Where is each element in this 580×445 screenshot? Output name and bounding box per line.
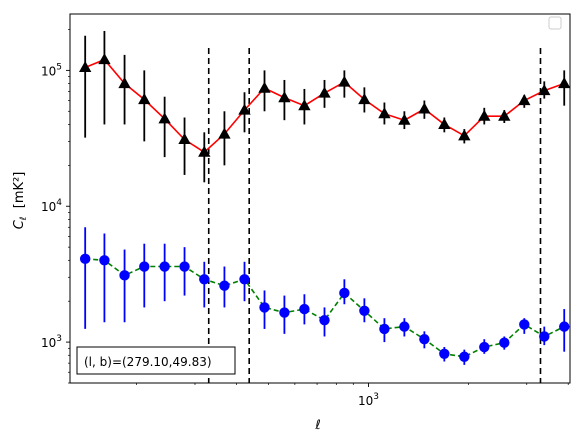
data-point-triangle [138, 93, 151, 105]
data-point-circle [319, 314, 330, 326]
data-point-circle [419, 334, 430, 345]
plot-frame [69, 13, 571, 384]
data-point-circle [339, 287, 350, 299]
triangle-series [79, 30, 571, 183]
y-tick-label: 103 [41, 334, 62, 350]
data-point-circle [459, 351, 470, 362]
annotation-text: (l, b)=(279.10,49.83) [84, 355, 212, 369]
data-point-triangle [238, 103, 251, 115]
data-point-circle [239, 274, 250, 285]
y-tick-label: 105 [41, 62, 62, 78]
data-point-circle [439, 348, 450, 360]
data-point-circle [159, 261, 170, 272]
data-point-circle [519, 319, 530, 330]
data-point-circle [279, 307, 290, 318]
data-point-circle [539, 331, 550, 342]
data-point-triangle [358, 93, 371, 105]
legend-box [548, 16, 562, 30]
x-tick-label: 103 [358, 392, 379, 408]
data-point-triangle [198, 145, 211, 157]
data-point-circle [559, 321, 570, 332]
data-point-circle [119, 270, 130, 281]
data-point-triangle [278, 91, 291, 103]
data-point-circle [479, 341, 490, 353]
data-point-triangle [558, 77, 571, 89]
vertical-marker-lines [207, 48, 542, 383]
data-point-circle [299, 303, 310, 315]
data-point-circle [379, 323, 390, 335]
data-point-circle [219, 280, 230, 291]
x-axis-label: ℓ [314, 418, 320, 433]
data-point-triangle [178, 132, 191, 145]
data-point-triangle [338, 75, 351, 87]
y-axis-label: Cℓ [mK²] [12, 172, 29, 230]
data-point-triangle [478, 109, 491, 121]
data-point-triangle [79, 61, 92, 73]
data-point-circle [259, 302, 270, 313]
data-point-triangle [498, 109, 511, 121]
data-point-triangle [298, 99, 311, 111]
data-point-circle [139, 261, 150, 272]
data-point-triangle [538, 84, 551, 96]
data-point-triangle [418, 102, 431, 114]
data-point-triangle [118, 77, 131, 89]
data-point-circle [179, 261, 190, 272]
annotation-box [76, 346, 236, 375]
data-point-triangle [518, 94, 531, 106]
data-point-triangle [318, 86, 331, 98]
data-point-triangle [258, 81, 271, 93]
circle-series [79, 227, 570, 365]
labels-group: 103 104 105 103 ℓ Cℓ [mK²] (l, b)=(279.10,49.8… [12, 16, 562, 433]
y-tick-label: 104 [41, 198, 62, 214]
data-point-triangle [378, 107, 391, 119]
data-point-circle [199, 274, 210, 285]
data-point-triangle [98, 53, 111, 65]
data-point-circle [359, 305, 370, 316]
data-series-group [79, 30, 571, 365]
axes-group [66, 13, 571, 387]
data-point-circle [399, 321, 410, 332]
data-point-circle [499, 337, 510, 348]
data-point-circle [99, 255, 110, 266]
data-point-triangle [158, 112, 171, 124]
data-point-triangle [218, 127, 231, 139]
data-point-triangle [398, 113, 411, 125]
data-point-circle [79, 253, 91, 265]
data-point-triangle [438, 117, 451, 129]
data-point-triangle [458, 129, 471, 141]
